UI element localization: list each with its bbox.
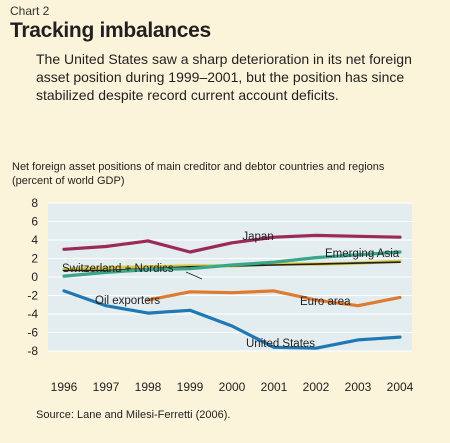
x-tick-label: 2002	[303, 380, 330, 394]
y-tick-label: 2	[31, 252, 38, 266]
chart-description: Net foreign asset positions of main cred…	[12, 160, 384, 188]
x-tick-label: 1997	[93, 380, 120, 394]
source-note: Source: Lane and Milesi-Ferretti (2006).	[36, 409, 231, 421]
chart-number: Chart 2	[10, 4, 50, 18]
series-label-japan: Japan	[242, 231, 273, 243]
y-tick-label: 8	[31, 196, 38, 210]
series-labels: Japan Emerging Asia Switzerland + Nordics O…	[62, 231, 400, 350]
y-tick-label: 0	[31, 270, 38, 284]
series-lines	[62, 233, 402, 350]
x-tick-label: 2001	[261, 380, 288, 394]
x-tick-label: 1998	[135, 380, 162, 394]
series-line-emerging-asia	[62, 250, 402, 278]
y-axis-ticks: 8 6 4 2 0 -2 -4 -6 -8	[27, 196, 38, 358]
y-tick-label: -4	[27, 307, 38, 321]
x-axis-ticks: 1996 1997 1998 1999 2000 2001 2002 2003 2004	[51, 380, 414, 394]
chart-subtitle: The United States saw a sharp deteriorat…	[36, 51, 412, 103]
series-line-united-states	[62, 289, 402, 350]
series-label-oil-exporters: Oil exporters	[95, 295, 160, 307]
x-tick-label: 2004	[387, 380, 414, 394]
series-label-united-states: United States	[246, 338, 315, 350]
x-tick-label: 2000	[219, 380, 246, 394]
series-label-emerging-asia: Emerging Asia	[325, 248, 400, 260]
x-tick-label: 1996	[51, 380, 78, 394]
gridlines	[48, 202, 412, 352]
y-tick-label: 6	[31, 215, 38, 229]
y-tick-label: 4	[31, 233, 38, 247]
y-tick-label: -8	[27, 344, 38, 358]
x-tick-label: 2003	[345, 380, 372, 394]
x-tick-label: 1999	[177, 380, 204, 394]
chart-description-line2: (percent of world GDP)	[12, 175, 125, 187]
series-line-euro-area	[146, 289, 402, 308]
y-tick-label: -6	[27, 326, 38, 340]
series-label-euro-area: Euro area	[300, 296, 351, 308]
y-tick-label: -2	[27, 289, 38, 303]
series-line-japan	[62, 233, 402, 254]
series-label-leader	[185, 271, 203, 280]
chart-title: Tracking imbalances	[10, 19, 211, 42]
chart-description-line1: Net foreign asset positions of main cred…	[12, 161, 385, 173]
series-label-switzerland-nordics: Switzerland + Nordics	[62, 263, 174, 275]
